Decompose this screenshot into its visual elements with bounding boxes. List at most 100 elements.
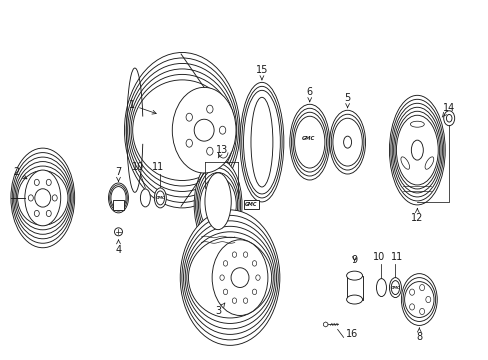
Ellipse shape [424, 157, 433, 169]
Ellipse shape [34, 210, 39, 217]
Ellipse shape [391, 103, 442, 197]
Ellipse shape [186, 232, 273, 323]
Ellipse shape [396, 115, 437, 185]
Ellipse shape [109, 185, 127, 211]
Ellipse shape [388, 278, 401, 298]
Ellipse shape [114, 228, 122, 236]
FancyBboxPatch shape [244, 201, 258, 210]
Text: 9: 9 [351, 255, 357, 265]
Ellipse shape [204, 173, 231, 230]
Ellipse shape [294, 116, 324, 168]
Ellipse shape [443, 111, 454, 126]
Ellipse shape [223, 261, 227, 266]
Ellipse shape [132, 80, 231, 180]
Ellipse shape [185, 113, 192, 121]
Ellipse shape [127, 63, 236, 197]
Ellipse shape [198, 172, 237, 237]
Ellipse shape [12, 153, 73, 243]
Ellipse shape [182, 215, 278, 340]
Text: 7: 7 [115, 167, 122, 181]
Ellipse shape [154, 188, 166, 208]
Ellipse shape [212, 240, 267, 315]
Ellipse shape [219, 126, 225, 134]
Ellipse shape [223, 289, 227, 294]
Ellipse shape [343, 136, 351, 148]
Text: 2: 2 [13, 167, 27, 179]
Ellipse shape [400, 157, 409, 169]
Ellipse shape [25, 170, 61, 226]
Ellipse shape [206, 147, 213, 155]
Ellipse shape [124, 53, 240, 208]
Ellipse shape [46, 210, 51, 217]
Ellipse shape [410, 140, 423, 160]
Ellipse shape [180, 210, 279, 345]
Ellipse shape [401, 274, 436, 325]
Ellipse shape [185, 139, 192, 147]
Ellipse shape [172, 87, 236, 173]
Text: 13: 13 [216, 145, 228, 158]
Ellipse shape [346, 271, 362, 280]
Ellipse shape [52, 195, 57, 201]
Ellipse shape [292, 112, 326, 172]
Ellipse shape [126, 58, 238, 202]
Text: 10: 10 [132, 162, 144, 172]
Text: 4: 4 [115, 240, 122, 255]
Ellipse shape [183, 221, 276, 334]
Ellipse shape [15, 162, 70, 234]
Ellipse shape [330, 114, 363, 170]
Ellipse shape [129, 69, 235, 192]
Ellipse shape [200, 177, 236, 233]
Ellipse shape [409, 121, 424, 127]
Ellipse shape [194, 159, 242, 251]
Text: 14: 14 [441, 103, 454, 117]
Ellipse shape [188, 237, 271, 318]
Ellipse shape [35, 189, 51, 207]
Ellipse shape [289, 104, 329, 180]
Text: 3: 3 [215, 303, 224, 316]
Text: 15: 15 [255, 66, 267, 80]
Ellipse shape [376, 279, 386, 297]
Text: GMC: GMC [244, 202, 257, 207]
Ellipse shape [14, 157, 72, 239]
Ellipse shape [185, 226, 274, 329]
Ellipse shape [393, 107, 440, 193]
Ellipse shape [425, 296, 430, 303]
Text: GMC: GMC [390, 285, 400, 289]
Ellipse shape [232, 252, 236, 257]
Ellipse shape [131, 75, 233, 186]
Ellipse shape [28, 195, 33, 201]
Ellipse shape [332, 118, 362, 166]
Text: 1: 1 [129, 100, 156, 114]
Ellipse shape [195, 163, 240, 246]
Ellipse shape [140, 189, 150, 207]
FancyBboxPatch shape [346, 276, 362, 300]
Ellipse shape [108, 183, 128, 213]
Ellipse shape [243, 298, 247, 303]
Text: 11: 11 [152, 162, 164, 172]
Text: 16: 16 [345, 329, 357, 339]
Ellipse shape [194, 119, 214, 141]
Ellipse shape [252, 261, 256, 266]
Text: GMC: GMC [155, 196, 165, 200]
Ellipse shape [240, 82, 283, 202]
Ellipse shape [156, 191, 164, 205]
Ellipse shape [409, 304, 414, 310]
Ellipse shape [419, 284, 424, 291]
Ellipse shape [111, 186, 126, 209]
Ellipse shape [346, 295, 362, 304]
Ellipse shape [243, 252, 247, 257]
Ellipse shape [255, 275, 260, 280]
Ellipse shape [206, 105, 213, 113]
Ellipse shape [232, 298, 236, 303]
Text: 10: 10 [373, 252, 385, 262]
Ellipse shape [409, 289, 414, 295]
Ellipse shape [252, 289, 256, 294]
Ellipse shape [241, 86, 282, 198]
Ellipse shape [402, 278, 435, 321]
Ellipse shape [291, 108, 327, 176]
Ellipse shape [34, 179, 39, 185]
Ellipse shape [16, 166, 69, 230]
Ellipse shape [390, 280, 399, 294]
Ellipse shape [243, 90, 280, 194]
Text: GMC: GMC [302, 136, 315, 141]
